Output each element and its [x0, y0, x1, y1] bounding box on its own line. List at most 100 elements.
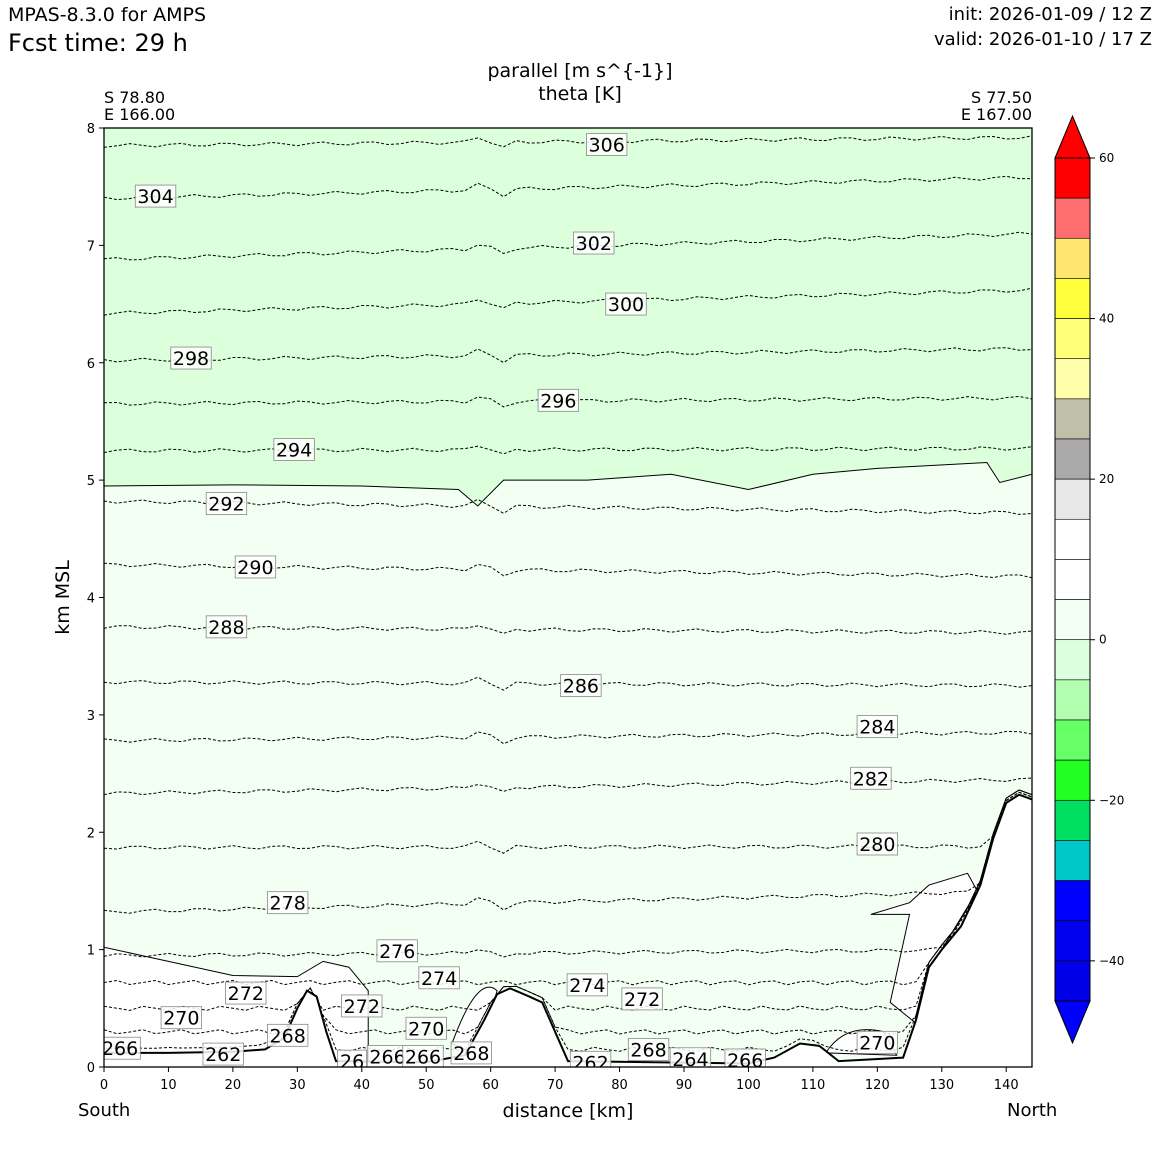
x-tick-label: 30	[289, 1078, 306, 1093]
theta-label-box	[341, 994, 383, 1018]
colorbar-segment	[1054, 278, 1091, 319]
theta-label: 276	[379, 941, 415, 963]
y-tick-label: 6	[87, 357, 95, 372]
theta-label-box	[856, 1030, 898, 1054]
chart-title-line-2: theta [K]	[538, 83, 622, 105]
theta-label-group-19: 272	[341, 994, 383, 1018]
x-tick-label: 0	[100, 1078, 108, 1093]
theta-contour-low-2	[104, 789, 1032, 1035]
theta-label-group-3: 300	[605, 292, 647, 316]
theta-label-group-33: 262	[569, 1050, 612, 1067]
x-tick-label: 70	[547, 1078, 564, 1093]
theta-label-group-15: 276	[376, 939, 418, 963]
colorbar: 60 40 20 0 −20 −40	[1054, 114, 1124, 1045]
theta-label-group-24: 268	[267, 1023, 309, 1047]
theta-label-box	[267, 1023, 309, 1047]
theta-label: 278	[270, 893, 306, 915]
colorbar-segment	[1054, 960, 1091, 1002]
theta-label-box	[856, 715, 898, 739]
theta-label-box	[569, 1050, 612, 1067]
theta-label-group-27: 266	[104, 1036, 141, 1060]
theta-label: 266	[405, 1046, 441, 1068]
theta-contour-292	[104, 498, 1032, 515]
theta-label-group-14: 278	[267, 891, 309, 915]
theta-label: 272	[624, 989, 660, 1011]
theta-label: 280	[859, 834, 895, 856]
y-tick-label: 2	[87, 826, 95, 841]
theta-label: 304	[137, 186, 173, 208]
theta-label-box	[160, 1006, 202, 1030]
theta-contour-276	[104, 791, 1032, 958]
x-tick-label: 20	[225, 1078, 242, 1093]
theta-label-box	[273, 438, 315, 462]
theta-label-group-8: 290	[234, 555, 277, 579]
colorbar-segment	[1054, 318, 1091, 360]
y-tick-label: 4	[87, 592, 95, 607]
theta-label-box	[537, 388, 579, 412]
colorbar-segment	[1054, 920, 1091, 962]
colorbar-tick-label: 40	[1099, 312, 1114, 326]
theta-label: 270	[408, 1018, 444, 1040]
chart-title-line-1: parallel [m s^{-1}]	[487, 60, 673, 82]
theta-label: 294	[276, 440, 312, 462]
forecast-time: Fcst time: 29 h	[8, 29, 188, 57]
y-axis-label: km MSL	[52, 560, 74, 635]
theta-contour-304	[104, 175, 1032, 201]
theta-label-box	[560, 674, 602, 697]
x-tick-label: 110	[800, 1078, 825, 1093]
theta-label: 272	[228, 983, 264, 1005]
colorbar-tick-label: 60	[1099, 151, 1114, 165]
init-time: init: 2026-01-09 / 12 Z	[948, 4, 1152, 25]
y-tick-label: 3	[87, 709, 95, 724]
theta-label: 282	[853, 768, 889, 790]
theta-contour-298	[104, 347, 1032, 364]
x-tick-label: 140	[994, 1078, 1019, 1093]
y-tick-label: 1	[87, 944, 95, 959]
colorbar-over-arrow	[1054, 114, 1091, 159]
colorbar-segment	[1054, 799, 1091, 841]
start-lon: E 166.00	[104, 105, 176, 124]
colorbar-segment	[1054, 197, 1091, 239]
theta-label-box	[605, 292, 647, 316]
colorbar-segment	[1054, 599, 1091, 641]
x-tick-label: 50	[418, 1078, 435, 1093]
theta-label-group-17: 274	[566, 973, 608, 997]
theta-label-group-22: 270	[405, 1016, 447, 1040]
theta-label: 266	[727, 1050, 763, 1072]
theta-label: 272	[344, 996, 380, 1018]
theta-label-group-29: 266	[402, 1045, 444, 1068]
x-tick-label: 10	[160, 1078, 177, 1093]
theta-label-box	[202, 1042, 244, 1066]
theta-label: 274	[421, 968, 457, 990]
theta-label-box	[573, 231, 615, 255]
theta-contour-302	[104, 231, 1032, 261]
theta-label: 300	[608, 294, 644, 316]
theta-label-box	[134, 184, 177, 208]
colorbar-segment	[1054, 719, 1091, 761]
colorbar-frame	[1054, 157, 1091, 1002]
theta-label-group-25: 268	[450, 1041, 492, 1065]
theta-label-box	[234, 555, 277, 579]
x-axis-label: distance [km]	[503, 1100, 634, 1122]
colorbar-segment	[1054, 679, 1091, 721]
theta-label-box	[627, 1037, 670, 1061]
theta-label-group-30: 266	[724, 1048, 766, 1072]
theta-label-box	[337, 1049, 368, 1067]
colorbar-segment	[1054, 639, 1091, 681]
theta-label-group-34: 26	[337, 1049, 368, 1073]
wind-contour-line-1	[104, 462, 1032, 507]
colorbar-segment	[1054, 840, 1091, 881]
x-tick-label: 100	[736, 1078, 761, 1093]
colorbar-tick-label: −20	[1099, 793, 1124, 807]
theta-label-box	[205, 615, 248, 639]
colorbar-segment	[1054, 237, 1091, 279]
theta-label-group-10: 286	[560, 674, 602, 698]
wind-fill-band-1	[104, 128, 1032, 506]
theta-label: 284	[859, 717, 895, 739]
end-lon: E 167.00	[960, 105, 1032, 124]
theta-contour-278	[104, 791, 1032, 914]
theta-label-box	[418, 966, 460, 990]
theta-label: 268	[630, 1039, 666, 1061]
theta-label: 26	[340, 1051, 364, 1073]
